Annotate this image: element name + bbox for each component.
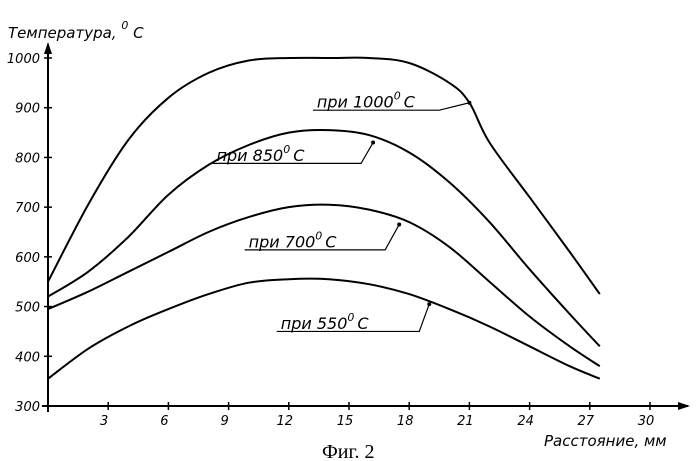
y-tick-label: 400 (15, 350, 40, 365)
series-label-group-2: при 8500С (213, 141, 376, 165)
y-tick-label: 700 (15, 201, 40, 216)
series-label-prefix: при 700 (249, 232, 316, 251)
series-label-prefix: при 1000 (317, 93, 394, 112)
y-tick-label: 500 (15, 301, 40, 316)
figure-caption: Фиг. 2 (322, 441, 374, 461)
x-tick-label: 12 (277, 414, 294, 429)
series-label-3: при 7000С (249, 229, 338, 251)
series-leader-dot-2 (371, 141, 375, 145)
y-axis-title: Температура, 0 С (8, 15, 144, 42)
y-axis-title-unit-sup: 0 (121, 19, 128, 32)
x-tick-label: 30 (638, 414, 655, 429)
x-tick-label: 21 (457, 414, 474, 429)
series-leader-dot-1 (467, 101, 471, 105)
x-tick-label: 3 (100, 414, 108, 429)
labels-layer: при 10000Спри 8500Спри 7000Спри 5500С (213, 90, 472, 333)
series-label-prefix: при 550 (281, 314, 348, 333)
x-tick-label: 24 (517, 414, 534, 429)
series-label-sup: 0 (283, 143, 290, 156)
series-line-3 (48, 205, 600, 367)
x-axis-arrow (678, 402, 690, 410)
series-label-suffix: С (357, 314, 369, 333)
x-tick-label: 18 (397, 414, 414, 429)
x-tick-label: 9 (220, 414, 228, 429)
y-tick-label: 800 (15, 151, 40, 166)
y-axis-arrow (44, 42, 52, 54)
x-tick-label: 27 (578, 414, 595, 429)
series-label-suffix: С (404, 93, 416, 112)
y-tick-label: 300 (15, 400, 40, 415)
series-label-1: при 10000С (317, 90, 416, 112)
x-axis-title: Расстояние, мм (544, 432, 667, 450)
series-label-group-4: при 5500С (277, 302, 432, 333)
series-label-suffix: С (325, 232, 337, 251)
series-label-sup: 0 (394, 90, 401, 103)
y-tick-label: 600 (15, 251, 40, 266)
y-tick-label: 900 (15, 102, 40, 117)
series-label-sup: 0 (315, 229, 322, 242)
series-label-group-1: при 10000С (313, 90, 472, 112)
series-label-prefix: при 850 (217, 146, 284, 165)
series-label-suffix: С (293, 146, 305, 165)
y-tick-label: 1000 (7, 52, 40, 67)
series-leader-dot-3 (397, 223, 401, 227)
series-leader-dot-4 (427, 302, 431, 306)
y-axis-title-main: Температура, (8, 24, 117, 42)
series-label-sup: 0 (347, 311, 354, 324)
y-axis-title-unit: С (133, 24, 144, 42)
x-tick-label: 6 (160, 414, 168, 429)
series-label-4: при 5500С (281, 311, 370, 333)
series-label-2: при 8500С (217, 143, 306, 165)
x-tick-label: 15 (337, 414, 354, 429)
series-label-group-3: при 7000С (245, 223, 402, 252)
